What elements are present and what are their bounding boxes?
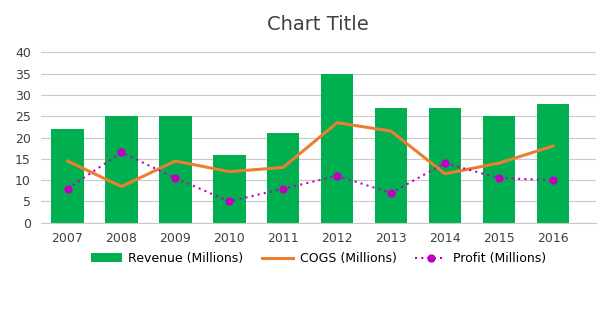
Bar: [321, 74, 353, 223]
Bar: [536, 103, 569, 223]
Bar: [105, 116, 137, 223]
Legend: Revenue (Millions), COGS (Millions), Profit (Millions): Revenue (Millions), COGS (Millions), Pro…: [86, 247, 551, 270]
Bar: [267, 133, 299, 223]
Bar: [213, 155, 246, 223]
Bar: [429, 108, 461, 223]
Bar: [159, 116, 192, 223]
Bar: [51, 129, 84, 223]
Bar: [483, 116, 515, 223]
Bar: [375, 108, 408, 223]
Title: Chart Title: Chart Title: [268, 15, 369, 34]
